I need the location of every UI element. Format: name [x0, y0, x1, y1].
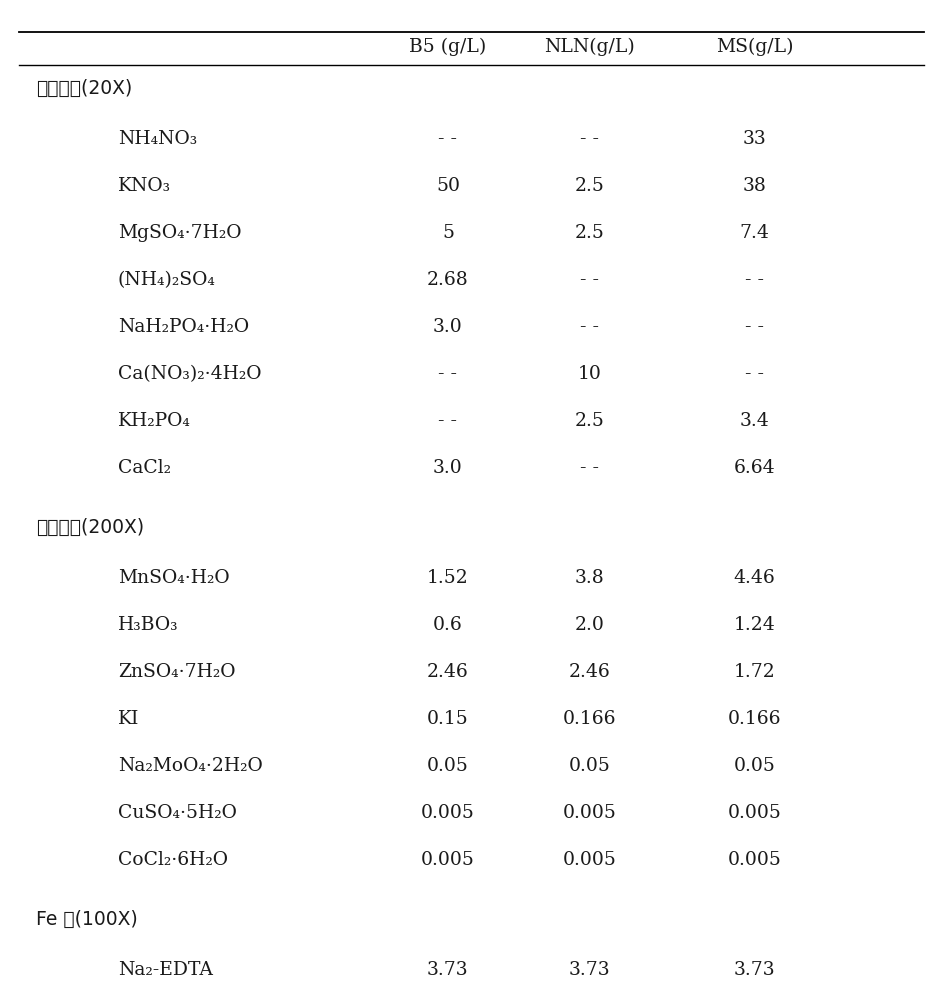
Text: 10: 10	[577, 365, 602, 383]
Text: 微量元素(200X): 微量元素(200X)	[36, 518, 144, 537]
Text: - -: - -	[438, 130, 457, 148]
Text: 0.005: 0.005	[421, 804, 475, 822]
Text: 3.4: 3.4	[739, 412, 769, 430]
Text: 0.005: 0.005	[562, 851, 617, 869]
Text: MgSO₄·7H₂O: MgSO₄·7H₂O	[118, 224, 241, 242]
Text: 0.005: 0.005	[421, 851, 475, 869]
Text: Fe 盐(100X): Fe 盐(100X)	[36, 910, 138, 929]
Text: 大量元素(20X): 大量元素(20X)	[36, 79, 132, 98]
Text: MS(g/L): MS(g/L)	[716, 38, 793, 56]
Text: NH₄NO₃: NH₄NO₃	[118, 130, 197, 148]
Text: 2.5: 2.5	[574, 224, 604, 242]
Text: 0.166: 0.166	[728, 710, 781, 728]
Text: Na₂-EDTA: Na₂-EDTA	[118, 961, 213, 979]
Text: ZnSO₄·7H₂O: ZnSO₄·7H₂O	[118, 663, 236, 681]
Text: 2.5: 2.5	[574, 412, 604, 430]
Text: 0.005: 0.005	[562, 804, 617, 822]
Text: 7.4: 7.4	[739, 224, 769, 242]
Text: H₃BO₃: H₃BO₃	[118, 616, 178, 634]
Text: 0.005: 0.005	[727, 851, 782, 869]
Text: 1.52: 1.52	[427, 569, 469, 587]
Text: 3.8: 3.8	[574, 569, 604, 587]
Text: 33: 33	[742, 130, 767, 148]
Text: KH₂PO₄: KH₂PO₄	[118, 412, 190, 430]
Text: 5: 5	[442, 224, 454, 242]
Text: NLN(g/L): NLN(g/L)	[544, 38, 635, 56]
Text: 50: 50	[436, 177, 460, 195]
Text: Na₂MoO₄·2H₂O: Na₂MoO₄·2H₂O	[118, 757, 262, 775]
Text: 0.05: 0.05	[569, 757, 610, 775]
Text: - -: - -	[580, 459, 599, 477]
Text: 0.15: 0.15	[427, 710, 469, 728]
Text: 6.64: 6.64	[734, 459, 775, 477]
Text: 0.05: 0.05	[427, 757, 469, 775]
Text: 2.46: 2.46	[427, 663, 469, 681]
Text: CuSO₄·5H₂O: CuSO₄·5H₂O	[118, 804, 237, 822]
Text: - -: - -	[438, 365, 457, 383]
Text: (NH₄)₂SO₄: (NH₄)₂SO₄	[118, 271, 216, 289]
Text: 0.6: 0.6	[433, 616, 463, 634]
Text: KI: KI	[118, 710, 140, 728]
Text: 3.73: 3.73	[427, 961, 469, 979]
Text: 0.05: 0.05	[734, 757, 775, 775]
Text: 4.46: 4.46	[734, 569, 775, 587]
Text: KNO₃: KNO₃	[118, 177, 171, 195]
Text: 3.0: 3.0	[433, 318, 463, 336]
Text: 1.24: 1.24	[734, 616, 775, 634]
Text: - -: - -	[580, 130, 599, 148]
Text: 3.0: 3.0	[433, 459, 463, 477]
Text: 2.0: 2.0	[574, 616, 604, 634]
Text: - -: - -	[745, 318, 764, 336]
Text: 1.72: 1.72	[734, 663, 775, 681]
Text: NaH₂PO₄·H₂O: NaH₂PO₄·H₂O	[118, 318, 249, 336]
Text: 2.5: 2.5	[574, 177, 604, 195]
Text: - -: - -	[580, 271, 599, 289]
Text: 38: 38	[742, 177, 767, 195]
Text: CoCl₂·6H₂O: CoCl₂·6H₂O	[118, 851, 228, 869]
Text: - -: - -	[745, 365, 764, 383]
Text: - -: - -	[745, 271, 764, 289]
Text: 3.73: 3.73	[734, 961, 775, 979]
Text: 2.46: 2.46	[569, 663, 610, 681]
Text: - -: - -	[438, 412, 457, 430]
Text: 2.68: 2.68	[427, 271, 469, 289]
Text: 0.005: 0.005	[727, 804, 782, 822]
Text: Ca(NO₃)₂·4H₂O: Ca(NO₃)₂·4H₂O	[118, 365, 261, 383]
Text: CaCl₂: CaCl₂	[118, 459, 171, 477]
Text: - -: - -	[580, 318, 599, 336]
Text: 0.166: 0.166	[563, 710, 616, 728]
Text: 3.73: 3.73	[569, 961, 610, 979]
Text: MnSO₄·H₂O: MnSO₄·H₂O	[118, 569, 229, 587]
Text: B5 (g/L): B5 (g/L)	[409, 38, 487, 56]
